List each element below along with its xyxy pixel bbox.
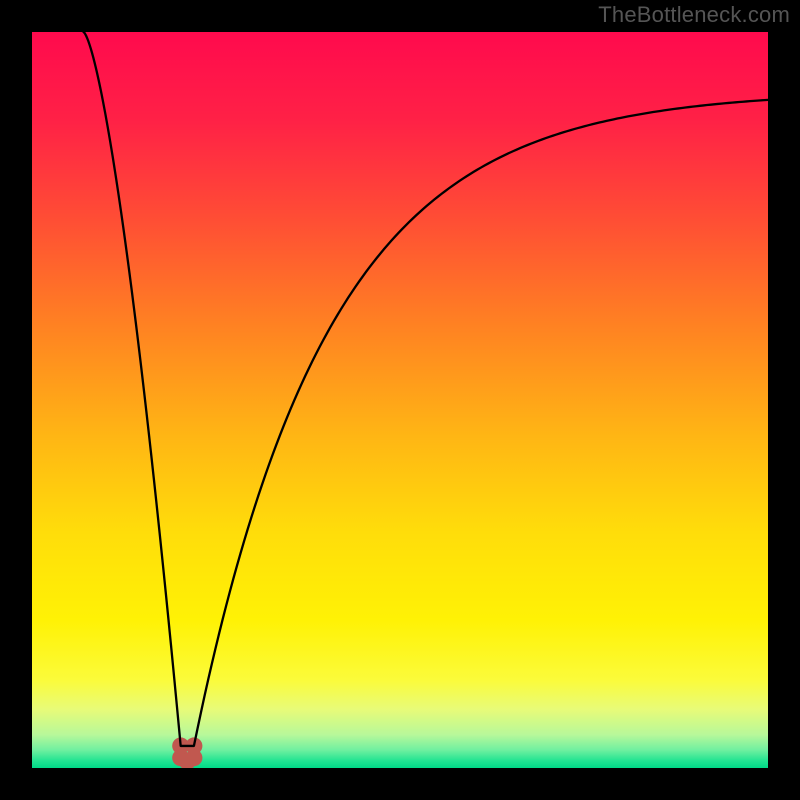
- plot-background: [32, 32, 768, 768]
- dip-marker-group: [172, 737, 202, 768]
- chart-container: TheBottleneck.com: [0, 0, 800, 800]
- watermark-text: TheBottleneck.com: [598, 2, 790, 28]
- bottleneck-curve-plot: [32, 32, 768, 768]
